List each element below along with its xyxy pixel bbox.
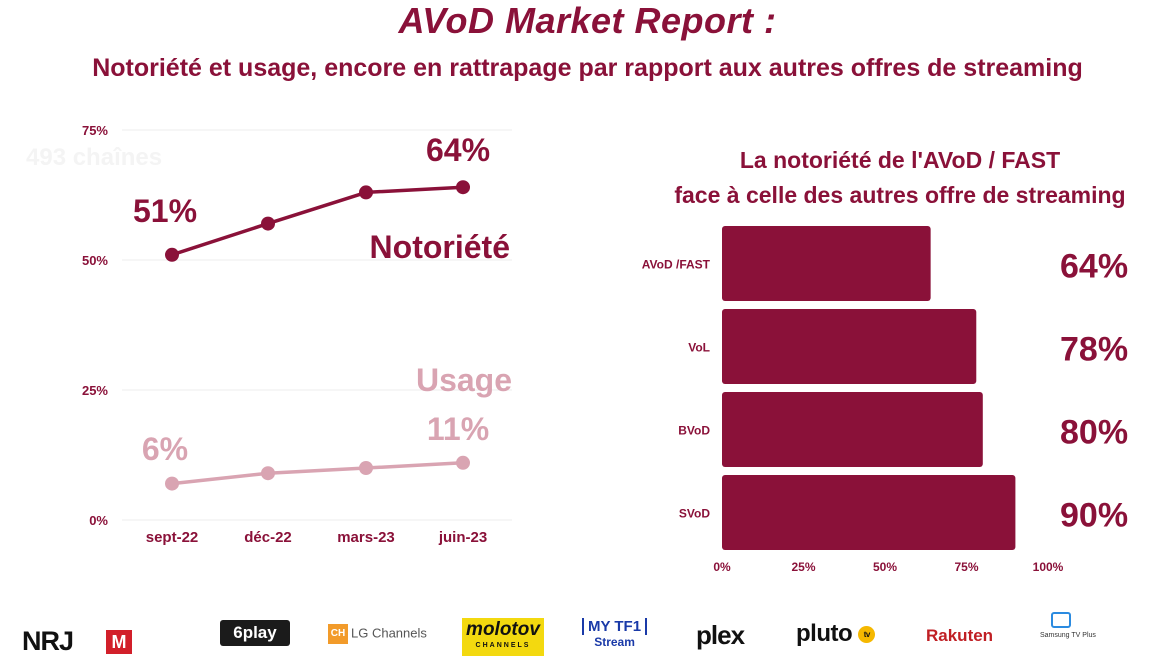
mytf1-name: MY TF1 xyxy=(582,618,648,635)
pluto-tv-badge: tv xyxy=(858,626,876,644)
series-line-usage xyxy=(171,461,464,486)
m6-logo: M xyxy=(106,630,132,654)
data-label: 51% xyxy=(133,193,197,229)
samsung-tv-plus-logo: Samsung TV Plus xyxy=(1040,612,1096,640)
x-tick-label: déc-22 xyxy=(244,529,292,546)
data-point-usage xyxy=(456,455,470,470)
pluto-tv-logo: pluto tv xyxy=(796,620,876,648)
x-tick-label: 50% xyxy=(873,560,897,574)
data-point-notori-t- xyxy=(359,185,373,200)
molotov-logo: molotov CHANNELS xyxy=(462,618,544,656)
bar xyxy=(722,475,1016,550)
rakuten-logo: Rakuten xyxy=(926,626,994,645)
y-tick-label: 0% xyxy=(89,513,108,528)
data-point-usage xyxy=(261,466,275,481)
bar-chart-title-line-1: La notoriété de l'AVoD / FAST xyxy=(739,147,1061,173)
y-tick-label: 75% xyxy=(82,123,108,138)
data-point-notori-t- xyxy=(261,216,275,231)
bar xyxy=(722,309,977,384)
data-point-usage xyxy=(359,461,373,475)
x-tick-label: 75% xyxy=(954,560,978,574)
value-label: 90% xyxy=(1060,497,1128,535)
mytf1-sub: Stream xyxy=(594,635,635,649)
samsung-tv-plus-text: Samsung TV Plus xyxy=(1040,632,1096,639)
nrj-logo: NRJ xyxy=(22,626,74,656)
category-label: VoL xyxy=(688,341,710,355)
y-tick-label: 50% xyxy=(82,253,108,268)
x-tick-label: 25% xyxy=(791,560,815,574)
value-label: 78% xyxy=(1060,331,1128,369)
data-point-notori-t- xyxy=(165,247,179,262)
category-label: AVoD /FAST xyxy=(642,258,711,272)
value-label: 80% xyxy=(1060,414,1128,452)
value-label: 64% xyxy=(1060,248,1128,286)
series-line-notori-t- xyxy=(171,185,464,257)
lg-channels-badge: CH xyxy=(328,624,348,644)
y-tick-label: 25% xyxy=(82,383,108,398)
mytf1-logo: MY TF1 Stream xyxy=(582,618,648,649)
pluto-name: pluto xyxy=(796,620,853,647)
data-point-notori-t- xyxy=(456,180,470,195)
series-name-label: Usage xyxy=(416,362,512,398)
molotov-sub: CHANNELS xyxy=(475,642,531,649)
6play-logo: 6play xyxy=(220,620,290,646)
data-label: 6% xyxy=(142,431,188,467)
x-tick-label: mars-23 xyxy=(337,529,395,546)
data-label: 64% xyxy=(426,132,490,168)
x-tick-label: 100% xyxy=(1033,560,1064,574)
x-tick-label: juin-23 xyxy=(438,529,487,546)
x-tick-label: sept-22 xyxy=(146,529,199,546)
x-tick-label: 0% xyxy=(713,560,731,574)
lg-channels-logo: CH LG Channels xyxy=(328,624,427,644)
bar xyxy=(722,226,931,301)
bar-chart-title-line-2: face à celle des autres offre de streami… xyxy=(674,182,1126,208)
category-label: BVoD xyxy=(678,424,710,438)
page-subtitle: Notoriété et usage, encore en rattrapage… xyxy=(92,54,1083,82)
tv-icon xyxy=(1051,612,1071,628)
category-label: SVoD xyxy=(679,507,710,521)
bar-chart: AVoD /FAST VoL BVoD SVoD 64% 78% 80% 90% 0% 25%… xyxy=(642,226,1128,574)
lg-channels-text: LG Channels xyxy=(351,625,427,641)
line-chart: 0%25%50%75% sept-22 déc-22 mars-23 juin-23 … xyxy=(82,123,512,546)
bar-chart-title: La notoriété de l'AVoD / FAST face à cel… xyxy=(630,143,1170,213)
faded-background-text: 493 chaînes xyxy=(26,144,163,171)
plex-logo: plex xyxy=(696,620,745,650)
data-label: 11% xyxy=(427,411,489,447)
series-name-label: Notoriété xyxy=(370,229,510,265)
data-point-usage xyxy=(165,476,179,491)
molotov-name: molotov xyxy=(466,619,540,640)
partner-logos: NRJ M 6play CH LG Channels molotov CHANNE… xyxy=(0,610,1175,667)
bar xyxy=(722,392,983,467)
page-title: AVoD Market Report : xyxy=(398,0,777,41)
